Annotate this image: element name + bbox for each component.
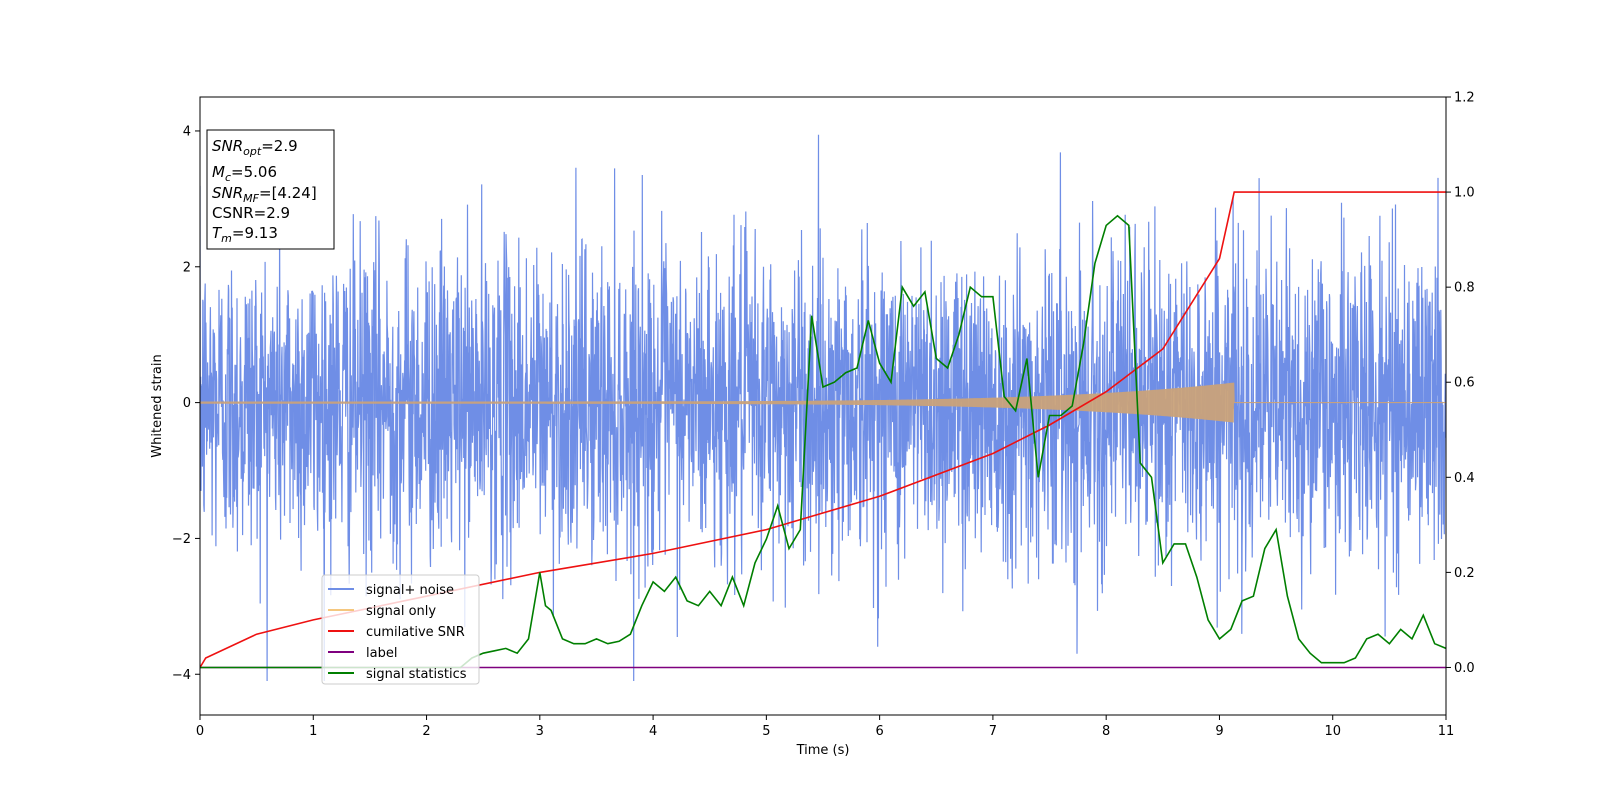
- y-left-tick-label: 4: [183, 124, 191, 139]
- legend-label: signal statistics: [366, 667, 467, 682]
- info-csnr: CSNR=2.9: [212, 204, 290, 222]
- series-cumulative-snr: [200, 191, 1446, 668]
- y-right-tick-label: 0.2: [1454, 566, 1475, 581]
- y-right-tick-label: 1.0: [1454, 186, 1475, 201]
- y-left-tick-label: −2: [172, 532, 191, 547]
- x-tick-label: 3: [536, 724, 544, 739]
- y-right-tick-label: 0.4: [1454, 471, 1475, 486]
- x-tick-label: 7: [989, 724, 997, 739]
- series-signal-only: [200, 382, 1446, 423]
- legend-frame: [321, 574, 480, 685]
- series-signal-noise: [200, 134, 1446, 682]
- x-tick-label: 5: [762, 724, 770, 739]
- x-tick-label: 11: [1438, 724, 1455, 739]
- x-tick-label: 9: [1215, 724, 1223, 739]
- legend-label: label: [366, 646, 397, 661]
- y-right-tick-label: 0.8: [1454, 281, 1475, 296]
- x-tick-label: 6: [875, 724, 883, 739]
- x-axis-label: Time (s): [796, 743, 850, 758]
- legend-label: cumilative SNR: [366, 625, 465, 640]
- info-mc: Mc=5.06: [212, 163, 277, 184]
- x-tick-label: 2: [422, 724, 430, 739]
- info-tm: Tm=9.13: [212, 224, 278, 245]
- x-tick-label: 0: [196, 724, 204, 739]
- legend-label: signal only: [366, 604, 436, 619]
- series-signal-statistics: [200, 214, 1446, 669]
- x-tick-label: 10: [1324, 724, 1341, 739]
- y-left-tick-label: 0: [183, 396, 191, 411]
- y-right-tick-label: 0.0: [1454, 661, 1475, 676]
- info-box-frame: [206, 129, 335, 250]
- y-axis-label: Whitened strain: [150, 354, 165, 457]
- y-right-tick-label: 1.2: [1454, 91, 1475, 106]
- legend-label: signal+ noise: [366, 583, 454, 598]
- x-tick-label: 8: [1102, 724, 1110, 739]
- axes: 0 1 2 3 4 5 6 7 8 9 10 11 Time (s) −4 −2 0 2 4 Whitened st…: [150, 91, 1475, 759]
- legend: signal+ noise signal only cumilative SNR la…: [321, 574, 480, 685]
- y-right-tick-label: 0.6: [1454, 376, 1475, 391]
- x-tick-label: 1: [309, 724, 317, 739]
- plot-frame: [199, 96, 1447, 716]
- info-snr-opt: SNRopt=2.9: [212, 137, 298, 158]
- y-left-tick-label: −4: [172, 668, 191, 683]
- info-snr-mf: SNRMF=[4.24]: [212, 184, 317, 205]
- x-tick-label: 4: [649, 724, 657, 739]
- y-left-tick-label: 2: [183, 260, 191, 275]
